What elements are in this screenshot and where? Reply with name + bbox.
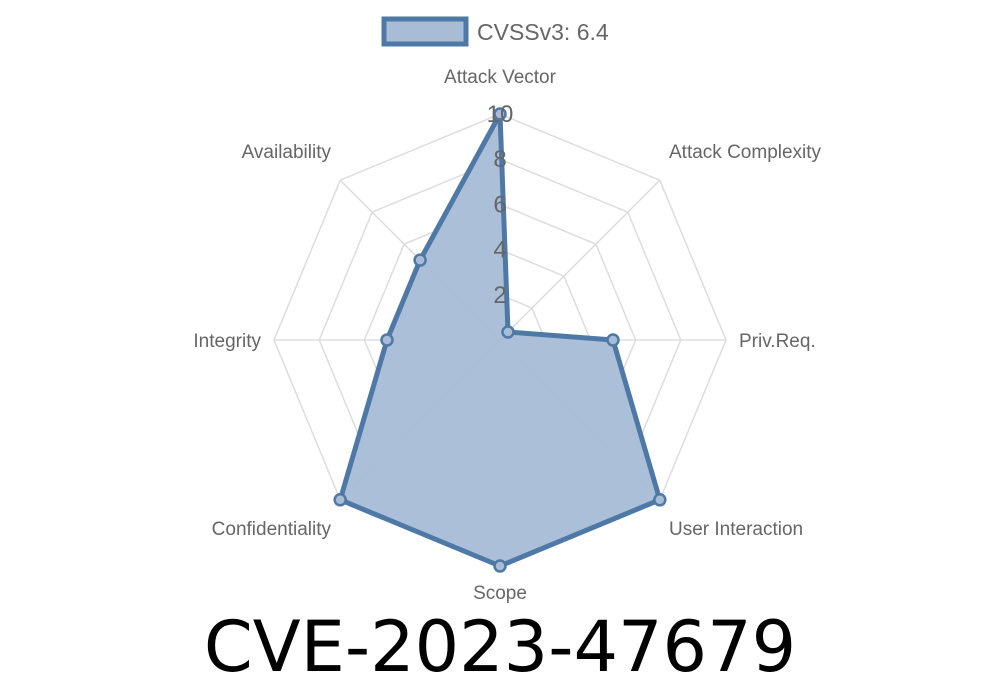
tick-label: 2 [493,282,506,309]
axis-label-availability: Availability [242,142,332,163]
axis-label-integrity: Integrity [193,331,261,352]
axis-label-scope: Scope [473,583,527,604]
tick-labels: 2 4 6 8 10 [487,101,514,309]
tick-label: 10 [487,101,514,128]
tick-label: 6 [493,191,506,218]
data-point-priv-req [606,333,620,347]
page-title: CVE-2023-47679 [203,606,797,688]
axis-labels: Attack Vector Attack Complexity Priv.Req. U… [193,67,821,604]
axis-label-confidentiality: Confidentiality [212,519,332,540]
data-point-attack-vector [493,107,507,121]
tick-label: 4 [493,237,506,264]
grid-spoke [499,179,661,341]
data-point-confidentiality [333,493,347,507]
axis-label-user-interaction: User Interaction [669,519,803,540]
tick-label: 8 [493,146,506,173]
axis-label-attack-complexity: Attack Complexity [669,142,822,163]
series-layer [333,107,667,573]
legend-label: CVSSv3: 6.4 [477,19,609,45]
data-point-scope [493,559,507,573]
data-point-user-interaction [653,493,667,507]
axis-label-priv-req: Priv.Req. [739,331,816,352]
data-point-integrity [380,333,394,347]
data-point-availability [413,253,427,267]
data-point-attack-complexity [501,325,515,339]
legend-swatch [381,16,469,47]
axis-label-attack-vector: Attack Vector [444,67,557,88]
legend: CVSSv3: 6.4 [381,16,609,47]
